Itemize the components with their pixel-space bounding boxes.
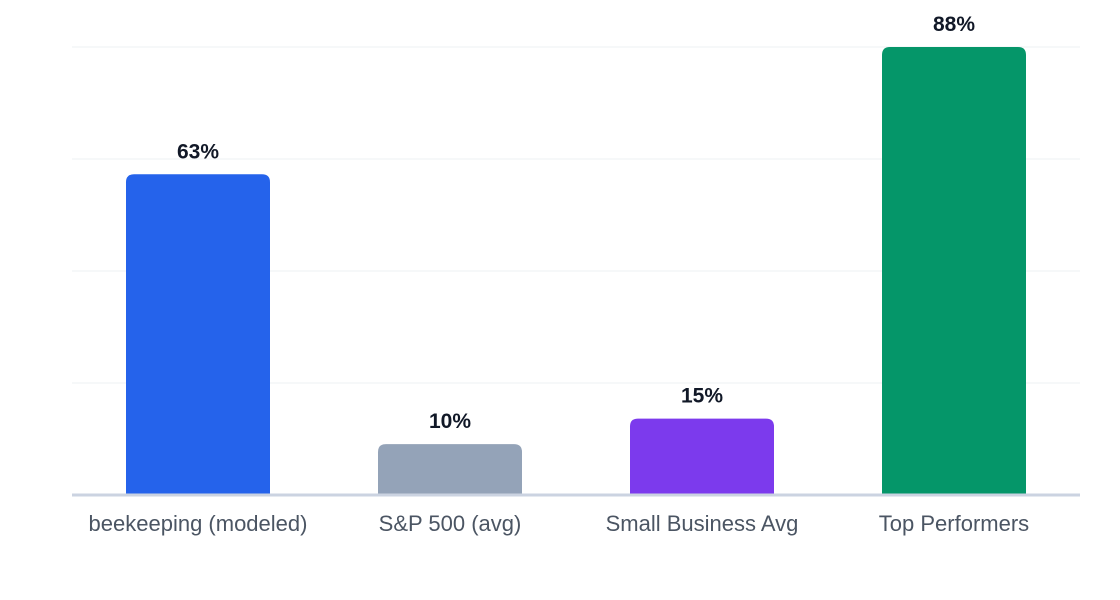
category-label-1: S&P 500 (avg) [379, 511, 522, 536]
bars [126, 47, 1026, 496]
bar-2 [630, 418, 774, 495]
value-label-3: 88% [933, 13, 975, 36]
bar-3 [882, 47, 1026, 495]
category-labels: beekeeping (modeled) S&P 500 (avg) Small B… [89, 511, 1030, 536]
category-label-0: beekeeping (modeled) [89, 511, 308, 536]
value-label-0: 63% [177, 140, 219, 163]
category-label-2: Small Business Avg [606, 511, 799, 536]
category-label-3: Top Performers [879, 511, 1029, 536]
value-label-2: 15% [681, 385, 723, 408]
value-labels: 63% 10% 15% 88% [177, 13, 975, 433]
value-label-1: 10% [429, 410, 471, 433]
bar-1 [378, 444, 522, 495]
bar-0 [126, 174, 270, 496]
